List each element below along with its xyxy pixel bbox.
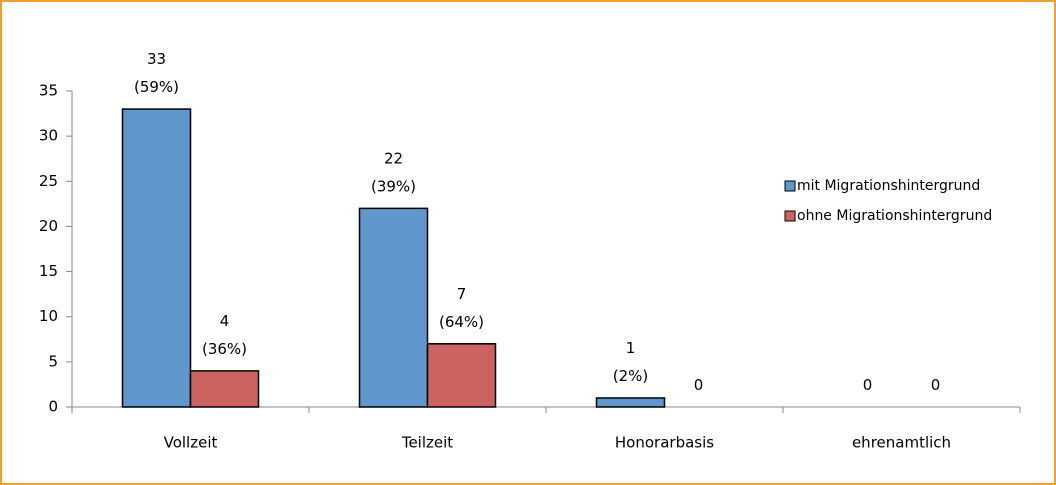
data-label: 0: [931, 376, 941, 394]
data-label-line: 22: [384, 149, 403, 167]
data-label-line: 1: [626, 338, 636, 356]
legend-swatch: [784, 180, 796, 192]
y-tick-label: 30: [39, 127, 58, 145]
data-label: 4 (36%): [202, 311, 247, 357]
x-tick-label: Honorarbasis: [615, 434, 714, 452]
legend-swatch: [784, 210, 796, 222]
data-label-line: 4: [220, 311, 230, 329]
y-tick-label: 0: [48, 398, 58, 416]
data-label-line: (59%): [134, 78, 179, 96]
y-tick-label: 20: [39, 217, 58, 235]
data-label-line: 0: [863, 376, 873, 394]
data-label: 0: [863, 376, 873, 394]
data-label-line: 0: [694, 376, 704, 394]
data-label-line: (39%): [371, 177, 416, 195]
bar: [358, 207, 429, 408]
x-tick-label: ehrenamtlich: [852, 434, 951, 452]
y-tick-label: 10: [39, 307, 58, 325]
data-label-line: (64%): [439, 312, 484, 330]
bar: [121, 108, 192, 408]
y-tick-label: 25: [39, 172, 58, 190]
y-tick-label: 35: [39, 82, 58, 100]
x-tick-label: Teilzeit: [401, 434, 453, 452]
data-label: 0: [694, 376, 704, 394]
data-label: 33 (59%): [134, 50, 179, 96]
data-label: 1 (2%): [613, 338, 649, 384]
bar: [426, 343, 497, 408]
data-label-line: 7: [457, 284, 467, 302]
bar: [189, 370, 260, 408]
data-label-line: 0: [931, 376, 941, 394]
legend-label: ohne Migrationshintergrund: [797, 208, 992, 224]
data-label: 7 (64%): [439, 284, 484, 330]
legend-label: mit Migrationshintergrund: [797, 178, 980, 194]
data-label-line: (2%): [613, 366, 649, 384]
bar: [595, 397, 666, 408]
y-tick-label: 15: [39, 262, 58, 280]
data-label: 22 (39%): [371, 149, 416, 195]
y-tick-label: 5: [48, 352, 58, 370]
data-label-line: (36%): [202, 339, 247, 357]
data-label-line: 33: [147, 50, 166, 68]
x-tick-label: Vollzeit: [164, 434, 218, 452]
